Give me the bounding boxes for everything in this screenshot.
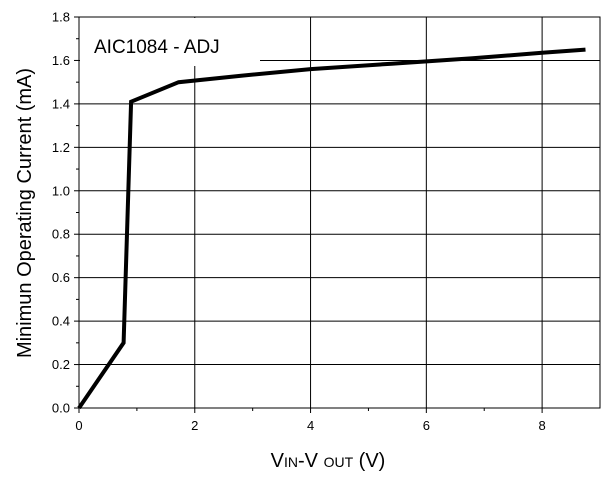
x-tick-label: 8 bbox=[538, 418, 545, 433]
plot-frame bbox=[78, 16, 601, 409]
x-label-subscript: IN bbox=[284, 454, 298, 470]
y-tick-label: 1.8 bbox=[52, 10, 70, 25]
axis-ticks: 0 2 4 6 8 0.0 0.2 0.4 0.6 0.8 1.0 1.2 1.4 1.6 1.8 bbox=[52, 10, 546, 434]
x-tick-label: 4 bbox=[307, 418, 314, 433]
x-tick-label: 6 bbox=[423, 418, 430, 433]
annotation-box bbox=[80, 18, 260, 66]
series-line bbox=[77, 47, 586, 410]
x-tick-label: 0 bbox=[75, 418, 82, 433]
y-tick-label: 0.6 bbox=[52, 270, 70, 285]
y-tick-label: 0.8 bbox=[52, 227, 70, 242]
y-tick-label: 0.4 bbox=[52, 314, 70, 329]
x-axis-label: VIN-V OUT (V) bbox=[271, 450, 386, 472]
chart-annotation: AIC1084 - ADJ bbox=[94, 37, 220, 58]
y-tick-label: 1.6 bbox=[52, 53, 70, 68]
y-tick-label: 1.4 bbox=[52, 96, 70, 111]
y-axis-label: Minimun Operating Current (mA) bbox=[14, 68, 36, 358]
x-label-part: V bbox=[271, 450, 285, 472]
x-tick-label: 2 bbox=[191, 418, 198, 433]
y-tick-label: 0.2 bbox=[52, 357, 70, 372]
x-label-part: (V) bbox=[353, 450, 385, 472]
y-tick-label: 1.2 bbox=[52, 140, 70, 155]
y-tick-label: 1.0 bbox=[52, 183, 70, 198]
x-label-part: -V bbox=[298, 450, 324, 472]
data-series bbox=[77, 47, 586, 410]
y-tick-label: 0.0 bbox=[52, 401, 70, 416]
x-label-subscript: OUT bbox=[324, 454, 354, 470]
plot-area bbox=[79, 17, 600, 408]
